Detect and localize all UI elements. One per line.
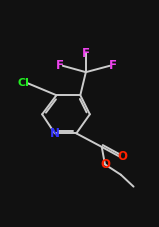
Text: O: O	[100, 158, 110, 171]
Text: F: F	[56, 59, 64, 72]
Text: F: F	[109, 59, 117, 72]
Text: Cl: Cl	[17, 78, 29, 88]
Text: O: O	[118, 150, 127, 163]
Text: N: N	[50, 127, 60, 140]
Text: F: F	[82, 47, 90, 59]
